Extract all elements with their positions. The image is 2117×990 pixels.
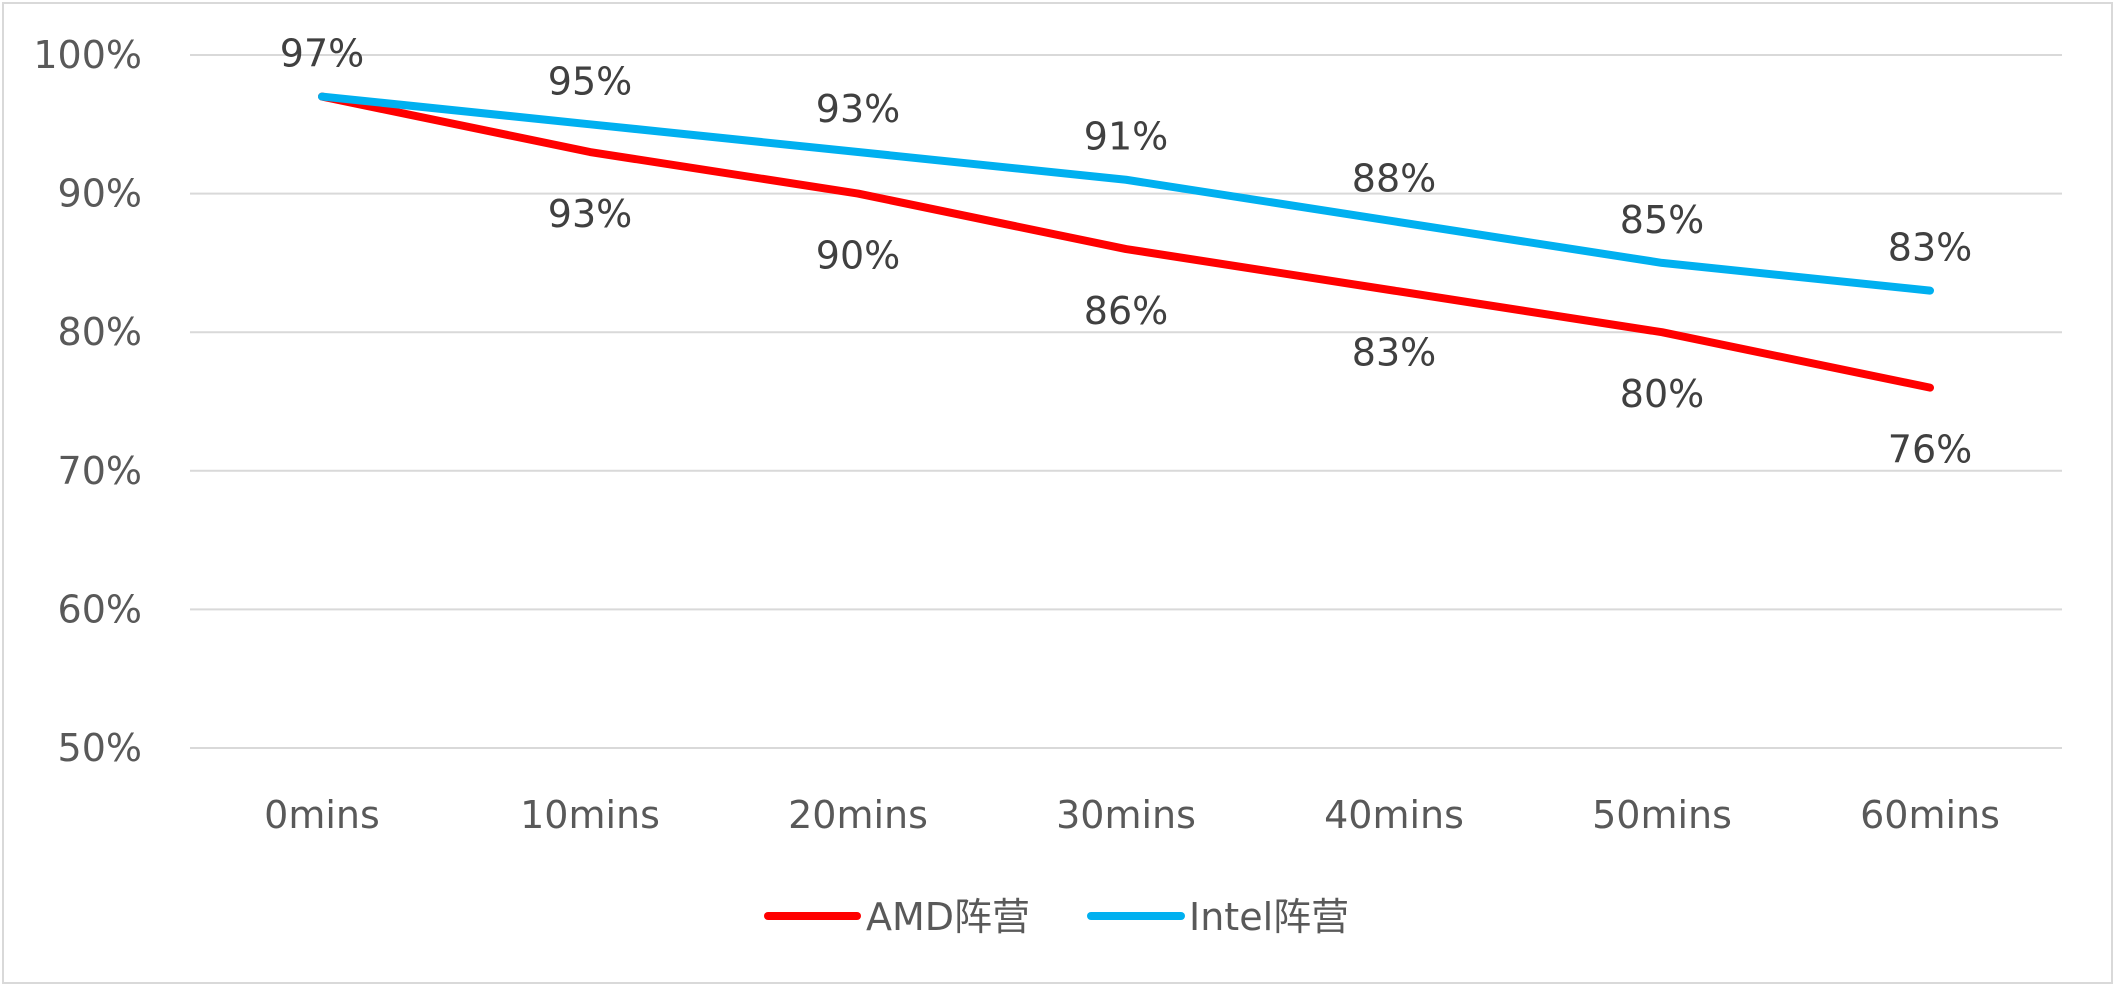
data-point [1393, 220, 1395, 223]
legend-label: AMD阵营 [866, 895, 1030, 939]
data-label: 86% [1084, 289, 1168, 333]
x-axis-tick-labels: 0mins 10mins 20mins 30mins 40mins 50mins 60min… [264, 793, 2000, 837]
data-point [1661, 331, 1663, 334]
data-point [857, 192, 859, 195]
legend-item-amd[interactable]: AMD阵营 [764, 895, 1030, 939]
data-point [589, 123, 591, 126]
data-label: 91% [1084, 115, 1168, 159]
data-label: 85% [1620, 198, 1704, 242]
data-point [1929, 386, 1931, 389]
y-tick-label: 100% [33, 33, 142, 77]
data-point [589, 151, 591, 154]
data-point [857, 151, 859, 154]
y-tick-label: 60% [58, 587, 142, 631]
x-tick-label: 0mins [264, 793, 380, 837]
data-point [1393, 289, 1395, 292]
y-tick-label: 70% [58, 449, 142, 493]
series-lines [318, 92, 1934, 392]
data-labels: 93% 90% 86% 83% 80% 76% 97% 95% 93% 91% 88% 85% 83% [280, 32, 1972, 472]
data-point [1929, 289, 1931, 292]
y-axis-tick-labels: 50% 60% 70% 80% 90% 100% [33, 33, 142, 770]
y-tick-label: 90% [58, 172, 142, 216]
data-label: 93% [548, 192, 632, 236]
data-label: 76% [1888, 428, 1972, 472]
x-tick-label: 60mins [1860, 793, 2000, 837]
data-point [321, 95, 323, 98]
legend[interactable]: AMD阵营 Intel阵营 [764, 895, 1349, 939]
data-label: 90% [816, 234, 900, 278]
x-tick-label: 10mins [520, 793, 660, 837]
x-tick-label: 20mins [788, 793, 928, 837]
data-label: 93% [816, 87, 900, 131]
data-label: 95% [548, 59, 632, 103]
data-point [1125, 178, 1127, 181]
y-tick-label: 80% [58, 310, 142, 354]
legend-label: Intel阵营 [1189, 895, 1349, 939]
data-label: 83% [1352, 331, 1436, 375]
x-tick-label: 30mins [1056, 793, 1196, 837]
legend-item-intel[interactable]: Intel阵营 [1087, 895, 1349, 939]
grid-lines [190, 54, 2062, 749]
data-label: 83% [1888, 226, 1972, 270]
y-tick-label: 50% [58, 726, 142, 770]
data-label: 80% [1620, 372, 1704, 416]
x-tick-label: 50mins [1592, 793, 1732, 837]
x-tick-label: 40mins [1324, 793, 1464, 837]
data-label: 88% [1352, 156, 1436, 200]
data-label: 97% [280, 32, 364, 76]
data-point [1125, 248, 1127, 251]
data-point [1661, 261, 1663, 264]
